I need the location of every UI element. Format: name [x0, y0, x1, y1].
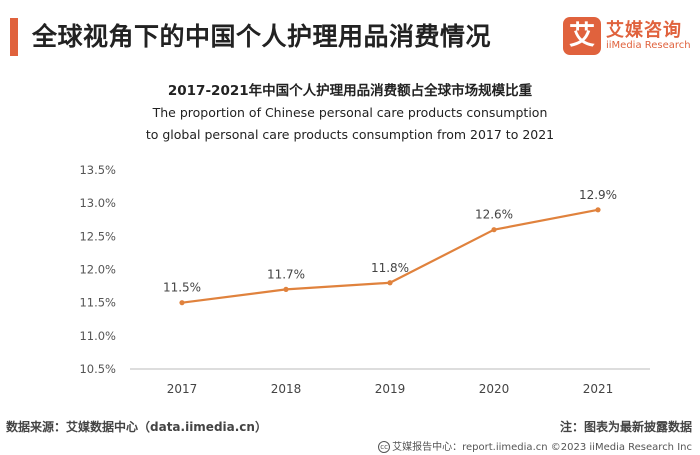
- footer-credit: cc 艾媒报告中心：report.iimedia.cn ©2023 iiMedia…: [378, 438, 692, 453]
- copyright-cc-icon: cc: [378, 441, 391, 453]
- chart-subtitle-line1: The proportion of Chinese personal care …: [152, 105, 548, 120]
- data-label: 11.8%: [371, 261, 409, 275]
- footer-credit-text: 艾媒报告中心：report.iimedia.cn ©2023 iiMedia R…: [392, 442, 692, 453]
- data-point: [179, 300, 185, 306]
- logo-name-cn: 艾媒咨询: [606, 20, 682, 41]
- data-point: [387, 280, 393, 286]
- chart-subtitle: The proportion of Chinese personal care …: [0, 102, 700, 146]
- data-point: [491, 227, 497, 233]
- chart-subtitle-line2: to global personal care products consump…: [145, 127, 555, 142]
- data-label: 12.6%: [475, 208, 513, 222]
- data-point: [595, 207, 601, 213]
- logo-name-en: iiMedia Research: [606, 40, 691, 51]
- x-tick-label: 2019: [375, 382, 406, 396]
- data-label: 11.5%: [163, 281, 201, 295]
- page-title: 全球视角下的中国个人护理用品消费情况: [32, 22, 492, 51]
- data-source: 数据来源：艾媒数据中心（data.iimedia.cn）: [6, 420, 267, 434]
- y-tick-label: 13.5%: [79, 163, 116, 177]
- y-tick-label: 12.5%: [79, 229, 116, 243]
- title-accent-bar: [10, 18, 18, 56]
- y-tick-label: 13.0%: [79, 196, 116, 210]
- data-point: [283, 286, 289, 292]
- y-tick-label: 11.5%: [79, 296, 116, 310]
- chart-note: 注：图表为最新披露数据: [559, 420, 692, 434]
- chart-title: 2017-2021年中国个人护理用品消费额占全球市场规模比重: [167, 83, 533, 99]
- x-tick-label: 2021: [583, 382, 614, 396]
- data-label: 11.7%: [267, 267, 305, 281]
- y-tick-label: 10.5%: [79, 362, 116, 376]
- y-tick-label: 12.0%: [79, 263, 116, 277]
- logo-mark-icon: 艾: [563, 17, 601, 55]
- x-tick-label: 2017: [167, 382, 198, 396]
- y-tick-label: 11.0%: [79, 329, 116, 343]
- data-label: 12.9%: [579, 188, 617, 202]
- x-tick-label: 2018: [271, 382, 302, 396]
- brand-logo: 艾 艾媒咨询 iiMedia Research: [563, 15, 691, 59]
- series-line: [181, 208, 599, 304]
- x-tick-label: 2020: [479, 382, 510, 396]
